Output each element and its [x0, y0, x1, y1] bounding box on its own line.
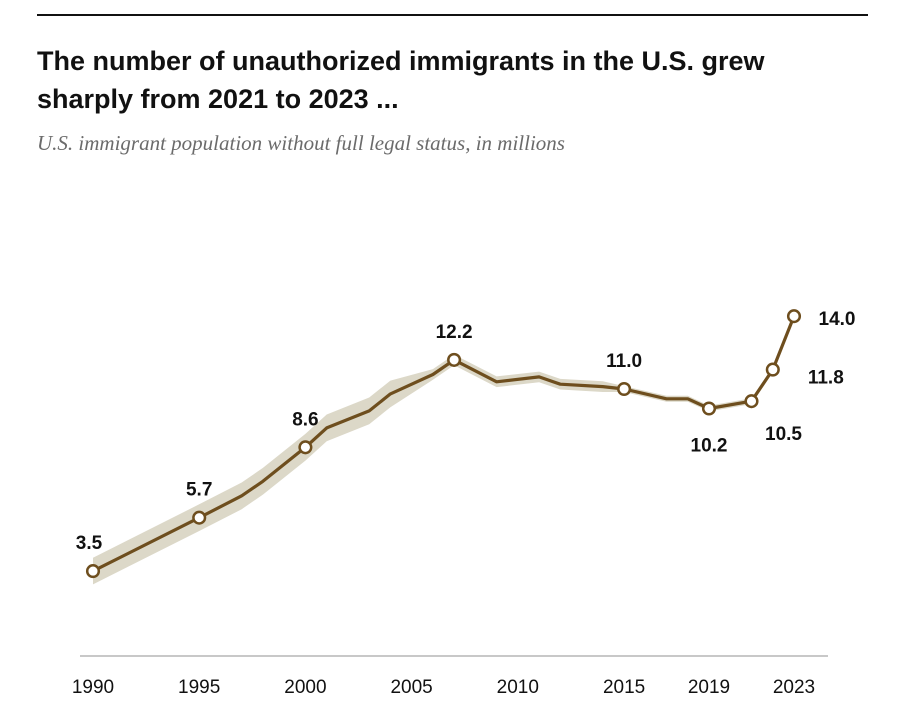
data-point-2022 — [765, 362, 780, 377]
series-line — [91, 314, 796, 573]
data-label-2022: 11.8 — [808, 368, 844, 389]
data-label-1990: 3.5 — [76, 533, 103, 554]
top-rule — [37, 14, 868, 16]
x-tick-1995: 1995 — [178, 677, 220, 698]
x-tick-2000: 2000 — [284, 677, 326, 698]
data-point-2015 — [617, 381, 632, 397]
chart-subtitle: U.S. immigrant population without full l… — [37, 131, 565, 155]
data-point-2021 — [744, 394, 759, 409]
data-label-1995: 5.7 — [186, 480, 212, 501]
data-point-2007 — [447, 352, 462, 367]
x-tick-2019: 2019 — [688, 677, 730, 698]
series-line-layer — [91, 314, 796, 573]
data-point-2023 — [786, 309, 802, 324]
data-label-2000: 8.6 — [292, 409, 318, 430]
data-marker-layer — [85, 309, 802, 579]
chart-title: The number of unauthorized immigrants in… — [37, 46, 765, 114]
data-label-2021: 10.5 — [765, 424, 802, 445]
uncertainty-band — [93, 313, 794, 585]
x-tick-2023: 2023 — [773, 677, 815, 698]
x-tick-2010: 2010 — [497, 677, 539, 698]
data-point-2000 — [298, 440, 313, 455]
data-label-2023: 14.0 — [819, 309, 856, 330]
x-tick-2005: 2005 — [390, 677, 432, 698]
data-point-1990 — [85, 564, 101, 579]
data-point-2019 — [701, 401, 717, 416]
data-label-2019: 10.2 — [691, 436, 728, 457]
x-tick-layer: 1990 1995 2000 2005 2010 2015 2019 2023 — [72, 677, 815, 698]
x-tick-1990: 1990 — [72, 677, 114, 698]
x-tick-2015: 2015 — [603, 677, 645, 698]
uncertainty-band-layer — [93, 313, 794, 585]
data-label-2015: 11.0 — [606, 351, 642, 372]
data-label-2007: 12.2 — [436, 322, 473, 343]
data-point-1995 — [192, 510, 207, 525]
data-label-layer: 3.5 5.7 8.6 12.2 11.0 10.2 10.5 11.8 14.0 — [76, 309, 856, 554]
